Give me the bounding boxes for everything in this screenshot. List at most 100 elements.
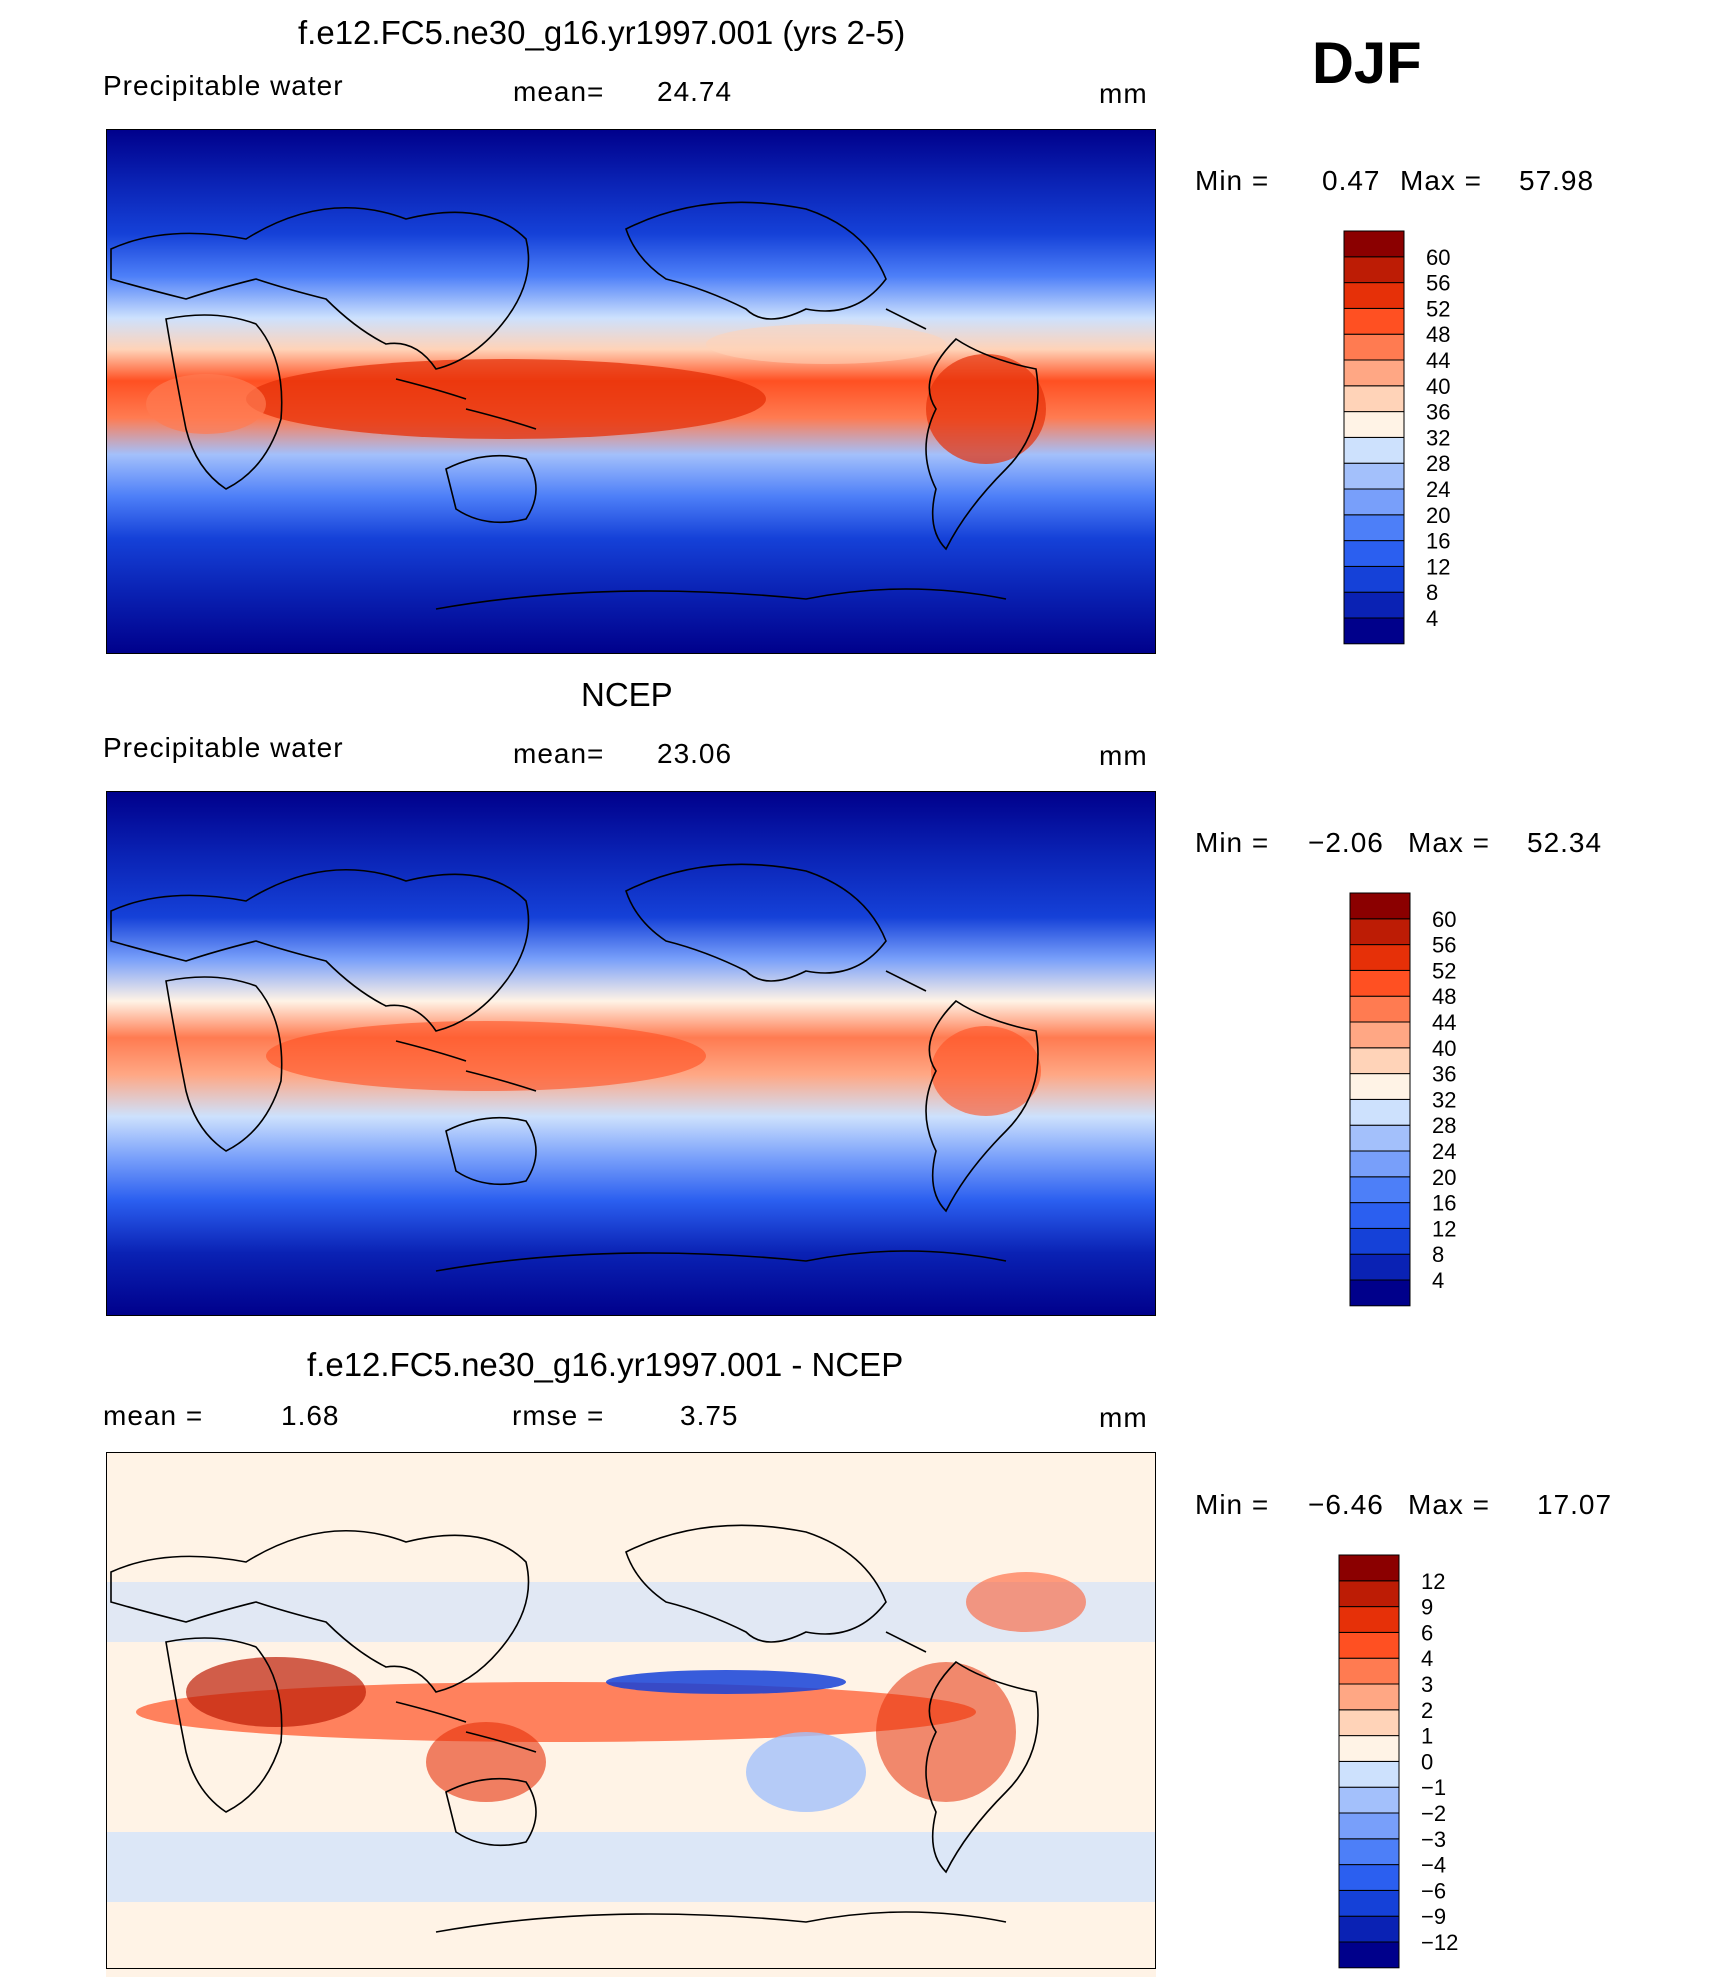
diff-colorbar-segment [1338, 1915, 1400, 1943]
model-colorbar-segment [1343, 359, 1405, 387]
diff-colorbar-segment [1338, 1709, 1400, 1737]
diff-colorbar-segment [1338, 1606, 1400, 1633]
diff-colorbar-label: 0 [1421, 1749, 1433, 1774]
diff-colorbar-label: −2 [1421, 1801, 1446, 1826]
obs-colorbar-segment [1349, 969, 1411, 997]
model-colorbar-segment [1343, 617, 1405, 645]
panel-model-frame [106, 129, 1156, 654]
diff-colorbar-segment [1338, 1889, 1400, 1917]
panel-model-min-value: 0.47 [1322, 165, 1381, 196]
obs-colorbar-segment [1349, 1073, 1411, 1100]
panel-model-mean-value: 24.74 [657, 76, 733, 107]
obs-colorbar-segment [1349, 1279, 1411, 1307]
obs-colorbar-label: 40 [1432, 1036, 1456, 1061]
diff-colorbar-label: 1 [1421, 1724, 1433, 1749]
panel-model-max-label: Max = [1400, 165, 1483, 196]
panel-obs-map [106, 791, 1156, 1316]
panel-diff-max-label: Max = [1408, 1489, 1491, 1520]
obs-colorbar-segment [1349, 1150, 1411, 1178]
panel-model-variable-label: Precipitable water [103, 70, 344, 101]
obs-colorbar-segment [1349, 1021, 1411, 1049]
obs-colorbar-label: 52 [1432, 958, 1456, 983]
panel-obs-units: mm [1099, 740, 1148, 771]
panel-model-coastlines [110, 201, 1039, 610]
panel-obs-variable-label: Precipitable water [103, 732, 344, 763]
model-colorbar-label: 44 [1426, 348, 1450, 373]
obs-colorbar-label: 32 [1432, 1087, 1456, 1112]
model-colorbar-label: 24 [1426, 477, 1450, 502]
obs-colorbar-segment [1349, 918, 1411, 946]
obs-colorbar-label: 48 [1432, 984, 1456, 1009]
model-colorbar-segment [1343, 307, 1405, 335]
obs-colorbar-label: 44 [1432, 1010, 1456, 1035]
panel-diff-rmse-label: rmse = [512, 1400, 605, 1431]
panel-model-mean-label: mean= [513, 76, 605, 107]
obs-colorbar-segment [1349, 1124, 1411, 1152]
diff-colorbar-segment [1338, 1657, 1400, 1685]
panel-obs-max-label: Max = [1408, 827, 1491, 858]
diff-colorbar-segment [1338, 1864, 1400, 1891]
model-colorbar-label: 32 [1426, 425, 1450, 450]
model-colorbar-label: 12 [1426, 554, 1450, 579]
model-colorbar-label: 60 [1426, 245, 1450, 270]
model-colorbar-segment [1343, 591, 1405, 619]
model-colorbar-segment [1343, 411, 1405, 438]
model-colorbar-segment [1343, 514, 1405, 542]
obs-colorbar-label: 56 [1432, 933, 1456, 958]
obs-colorbar-segment [1349, 1176, 1411, 1204]
model-colorbar-label: 8 [1426, 580, 1438, 605]
obs-colorbar-segment [1349, 1047, 1411, 1075]
diff-colorbar-label: −4 [1421, 1853, 1446, 1878]
diff-colorbar-segment [1338, 1683, 1400, 1711]
panel-diff-units: mm [1099, 1402, 1148, 1433]
diff-colorbar-label: 4 [1421, 1646, 1433, 1671]
obs-colorbar-label: 12 [1432, 1216, 1456, 1241]
season-label: DJF [1312, 31, 1422, 96]
diff-colorbar-label: 12 [1421, 1569, 1445, 1594]
panel-diff-map [106, 1452, 1156, 1977]
panel-model-min-label: Min = [1195, 165, 1270, 196]
obs-colorbar-label: 8 [1432, 1242, 1444, 1267]
obs-colorbar-segment [1349, 1202, 1411, 1229]
panel-diff-mean-label: mean = [103, 1400, 204, 1431]
model-colorbar-segment [1343, 385, 1405, 413]
diff-colorbar-segment [1338, 1631, 1400, 1659]
diff-colorbar-label: 6 [1421, 1620, 1433, 1645]
diff-colorbar-segment [1338, 1838, 1400, 1866]
obs-colorbar-segment [1349, 995, 1411, 1023]
model-colorbar-label: 40 [1426, 374, 1450, 399]
model-colorbar-label: 52 [1426, 296, 1450, 321]
panel-model-units: mm [1099, 78, 1148, 109]
obs-colorbar-segment [1349, 944, 1411, 971]
obs-colorbar-segment [1349, 1253, 1411, 1281]
diff-colorbar-segment [1338, 1812, 1400, 1840]
diff-colorbar-segment [1338, 1760, 1400, 1788]
diff-colorbar-segment [1338, 1735, 1400, 1762]
diff-colorbar-label: 2 [1421, 1698, 1433, 1723]
panel-obs-coastlines [110, 863, 1039, 1272]
panel-diff-coastlines [110, 1524, 1039, 1933]
diff-colorbar-label: 3 [1421, 1672, 1433, 1697]
panel-diff-frame [106, 1452, 1156, 1969]
obs-colorbar-label: 28 [1432, 1113, 1456, 1138]
panel-obs-min-value: −2.06 [1308, 827, 1384, 858]
model-colorbar-segment [1343, 333, 1405, 361]
diff-colorbar-segment [1338, 1786, 1400, 1814]
diff-colorbar-label: −3 [1421, 1827, 1446, 1852]
panel-model-map [106, 129, 1156, 654]
model-colorbar-label: 16 [1426, 529, 1450, 554]
panel-diff-rmse-value: 3.75 [680, 1400, 739, 1431]
model-colorbar-label: 36 [1426, 400, 1450, 425]
obs-colorbar-label: 24 [1432, 1139, 1456, 1164]
model-colorbar-segment [1343, 540, 1405, 567]
model-colorbar-label: 56 [1426, 271, 1450, 296]
panel-diff-max-value: 17.07 [1537, 1489, 1613, 1520]
diff-colorbar-label: −6 [1421, 1878, 1446, 1903]
panel-diff-min-value: −6.46 [1308, 1489, 1384, 1520]
panel-diff-mean-value: 1.68 [281, 1400, 340, 1431]
model-colorbar-label: 20 [1426, 503, 1450, 528]
obs-colorbar-segment [1349, 1098, 1411, 1126]
model-colorbar-segment [1343, 565, 1405, 593]
diff-colorbar-label: −1 [1421, 1775, 1446, 1800]
